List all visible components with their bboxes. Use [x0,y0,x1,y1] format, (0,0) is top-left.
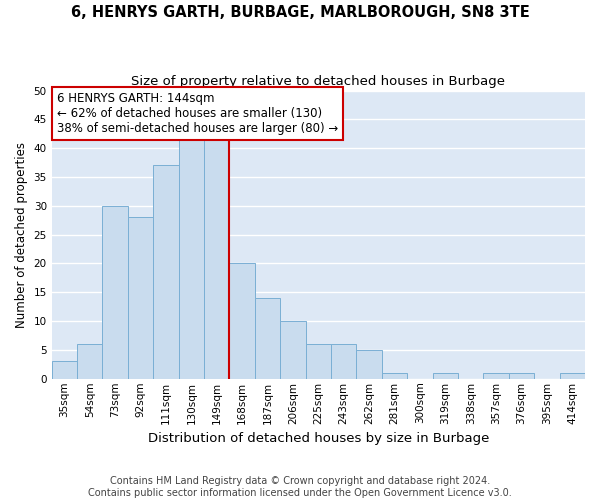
Bar [433,373,458,379]
Title: Size of property relative to detached houses in Burbage: Size of property relative to detached ho… [131,75,505,88]
Bar [204,136,229,379]
Bar [280,321,305,379]
Bar [509,373,534,379]
Bar [331,344,356,379]
Bar [153,166,179,379]
Bar [305,344,331,379]
Bar [484,373,509,379]
X-axis label: Distribution of detached houses by size in Burbage: Distribution of detached houses by size … [148,432,489,445]
Bar [179,136,204,379]
Text: 6 HENRYS GARTH: 144sqm
← 62% of detached houses are smaller (130)
38% of semi-de: 6 HENRYS GARTH: 144sqm ← 62% of detached… [57,92,338,135]
Bar [255,298,280,379]
Text: 6, HENRYS GARTH, BURBAGE, MARLBOROUGH, SN8 3TE: 6, HENRYS GARTH, BURBAGE, MARLBOROUGH, S… [71,5,529,20]
Text: Contains HM Land Registry data © Crown copyright and database right 2024.
Contai: Contains HM Land Registry data © Crown c… [88,476,512,498]
Bar [382,373,407,379]
Bar [229,264,255,379]
Bar [560,373,585,379]
Bar [77,344,103,379]
Bar [103,206,128,379]
Bar [128,218,153,379]
Bar [356,350,382,379]
Bar [52,362,77,379]
Y-axis label: Number of detached properties: Number of detached properties [15,142,28,328]
